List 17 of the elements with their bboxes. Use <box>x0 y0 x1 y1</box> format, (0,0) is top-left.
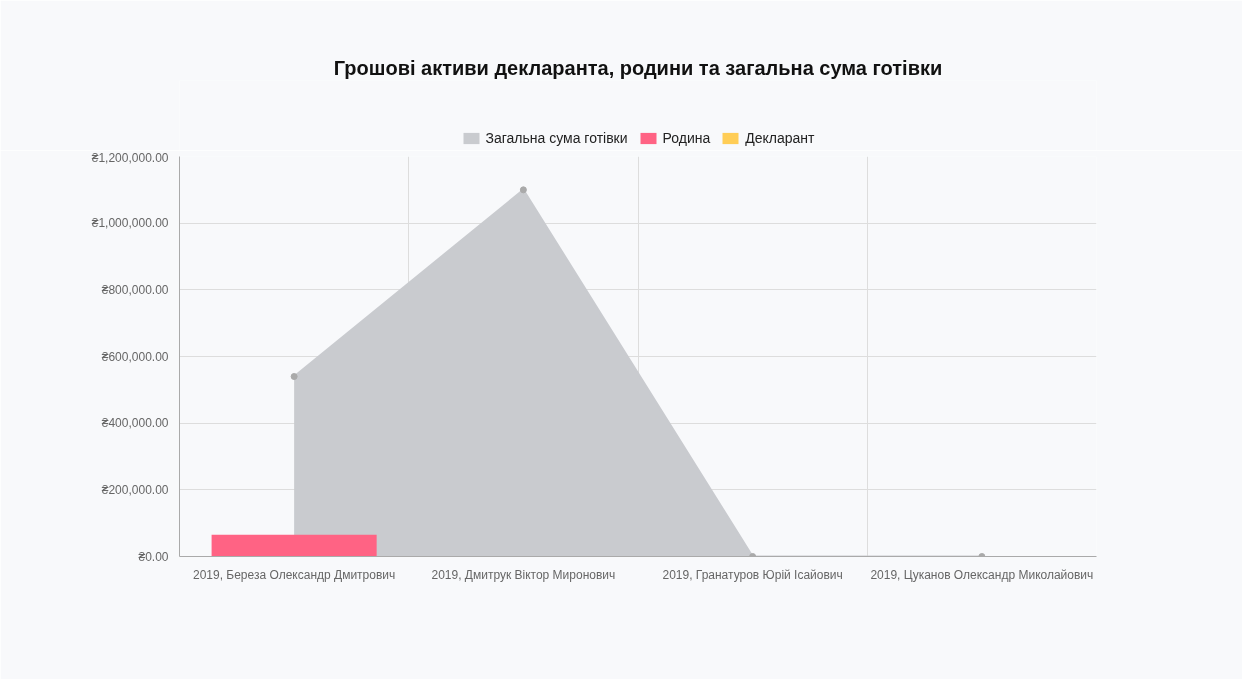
x-tick-label: 2019, Гранатуров Юрій Ісайович <box>662 567 843 582</box>
point <box>290 373 298 380</box>
x-tick-label: 2019, Береза Олександр Дмитрович <box>192 567 396 582</box>
y-tick-label: ₴800,000.00 <box>101 282 169 297</box>
legend-label: Родина <box>662 130 711 146</box>
point <box>519 186 527 194</box>
y-tick-label: ₴400,000.00 <box>101 416 169 431</box>
legend-label: Декларант <box>745 130 815 146</box>
x-tick-label: 2019, Цуканов Олександр Миколайович <box>870 567 1094 582</box>
y-tick-label: ₴0.00 <box>138 549 169 564</box>
legend-label: Загальна сума готівки <box>485 130 628 146</box>
y-tick-label: ₴1,000,000.00 <box>91 216 169 231</box>
x-tick-label: 2019, Дмитрук Віктор Миронович <box>431 567 616 582</box>
chart-title: Грошові активи декларанта, родини та загальна сума готівки <box>333 56 943 79</box>
y-tick-label: ₴1,200,000.00 <box>91 150 169 165</box>
y-tick-label: ₴600,000.00 <box>101 349 169 364</box>
y-tick-label: ₴200,000.00 <box>101 482 169 497</box>
